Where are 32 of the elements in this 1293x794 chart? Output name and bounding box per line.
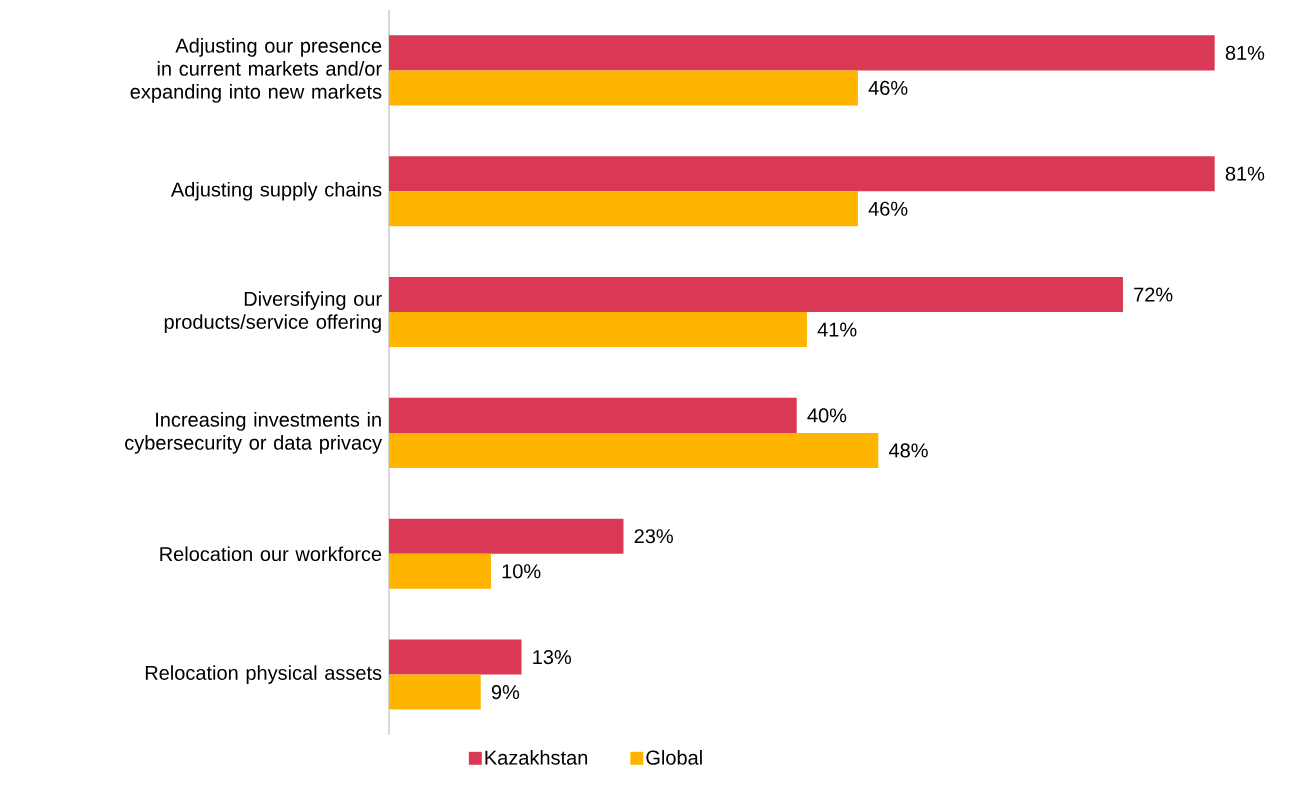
bar <box>389 553 491 589</box>
bar <box>389 518 624 554</box>
bar <box>389 639 522 675</box>
bar <box>389 277 1123 313</box>
data-label: 48% <box>888 443 928 458</box>
y-tick-label: Adjusting supply chains <box>170 181 382 201</box>
data-label: 81% <box>1225 45 1265 60</box>
legend-label: Global <box>646 750 702 765</box>
bar <box>389 191 858 227</box>
data-label: 46% <box>868 201 908 216</box>
data-label: 72% <box>1134 287 1173 302</box>
bar <box>389 432 879 468</box>
y-tick-label: Diversifying our products/service offering <box>164 291 382 333</box>
data-label: 46% <box>868 80 908 96</box>
data-label: 41% <box>817 322 857 337</box>
data-label: 81% <box>1225 166 1265 181</box>
y-tick-label: Adjusting our presence in current markets and/or expanding into new markets <box>130 38 382 103</box>
bar <box>389 35 1215 71</box>
data-label: 10% <box>502 564 541 579</box>
data-label: 40% <box>807 408 847 423</box>
data-label: 9% <box>491 685 520 700</box>
y-tick-label: Relocation physical assets <box>145 665 382 684</box>
data-label: 23% <box>634 529 673 544</box>
bar <box>389 674 481 710</box>
y-tick-label: Relocation our workforce <box>160 546 382 562</box>
y-tick-label: Increasing investments in cybersecurity or data privacy <box>125 412 383 454</box>
bar <box>389 312 807 348</box>
data-label: 13% <box>533 649 572 665</box>
legend-label: Kazakhstan <box>485 750 588 765</box>
bar <box>389 156 1215 192</box>
bar <box>389 70 858 106</box>
bar <box>389 397 797 433</box>
